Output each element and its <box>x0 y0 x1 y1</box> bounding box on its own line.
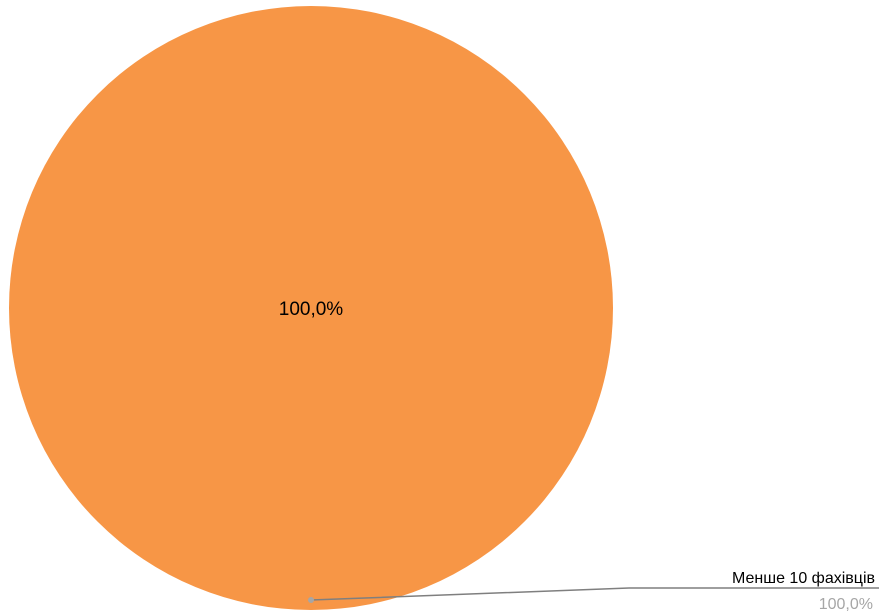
callout-category-label: Менше 10 фахівців <box>732 570 875 587</box>
pie-slices <box>9 6 613 610</box>
callout-leader-line <box>310 587 879 601</box>
slice-data-label: 100,0% <box>279 299 344 320</box>
callout-value-label: 100,0% <box>819 596 873 613</box>
pie-slice <box>9 6 613 610</box>
callout-leader-dot <box>308 597 314 603</box>
slice-callout: Менше 10 фахівців 100,0% <box>308 570 879 613</box>
